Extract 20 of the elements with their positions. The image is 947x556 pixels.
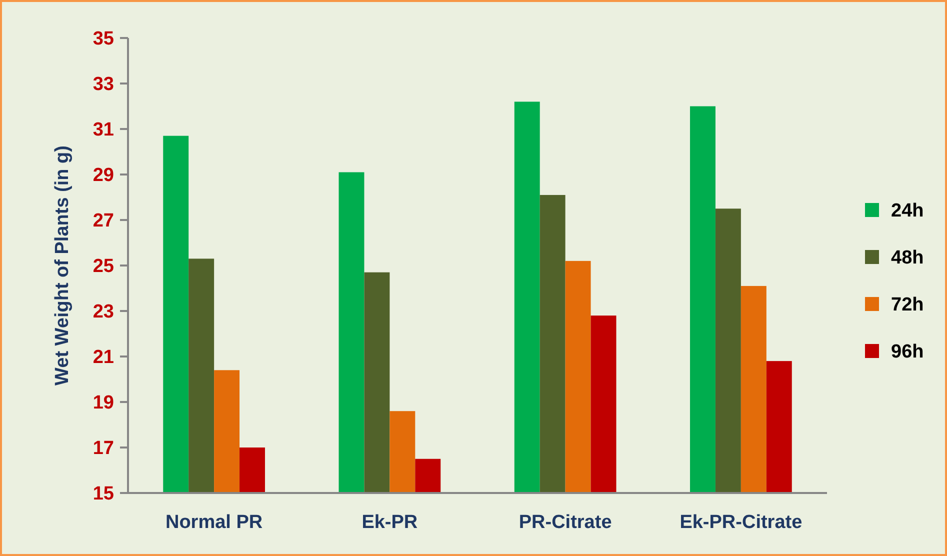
- x-tick-label: Ek-PR-Citrate: [680, 512, 802, 533]
- y-tick-label: 23: [92, 302, 114, 323]
- y-tick-label: 31: [92, 120, 114, 141]
- legend-label: 96h: [891, 342, 924, 363]
- y-tick-label: 35: [92, 28, 114, 50]
- x-tick-label: Normal PR: [165, 512, 263, 533]
- y-tick-label: 27: [92, 210, 114, 232]
- legend-label: 72h: [891, 294, 924, 316]
- y-tick-label: 25: [92, 256, 114, 278]
- x-tick-label: PR-Citrate: [518, 512, 612, 533]
- y-tick-label: 15: [92, 484, 114, 505]
- y-axis-title: Wet Weight of Plants (in g): [52, 146, 73, 386]
- y-tick-label: 29: [92, 165, 114, 186]
- x-tick-label: Ek-PR: [362, 512, 418, 533]
- y-tick-label: 21: [92, 347, 114, 368]
- legend-label: 48h: [891, 248, 924, 269]
- y-tick-label: 17: [92, 438, 114, 460]
- legend-label: 24h: [891, 200, 924, 222]
- y-tick-label: 33: [92, 74, 114, 96]
- y-tick-label: 19: [92, 392, 114, 414]
